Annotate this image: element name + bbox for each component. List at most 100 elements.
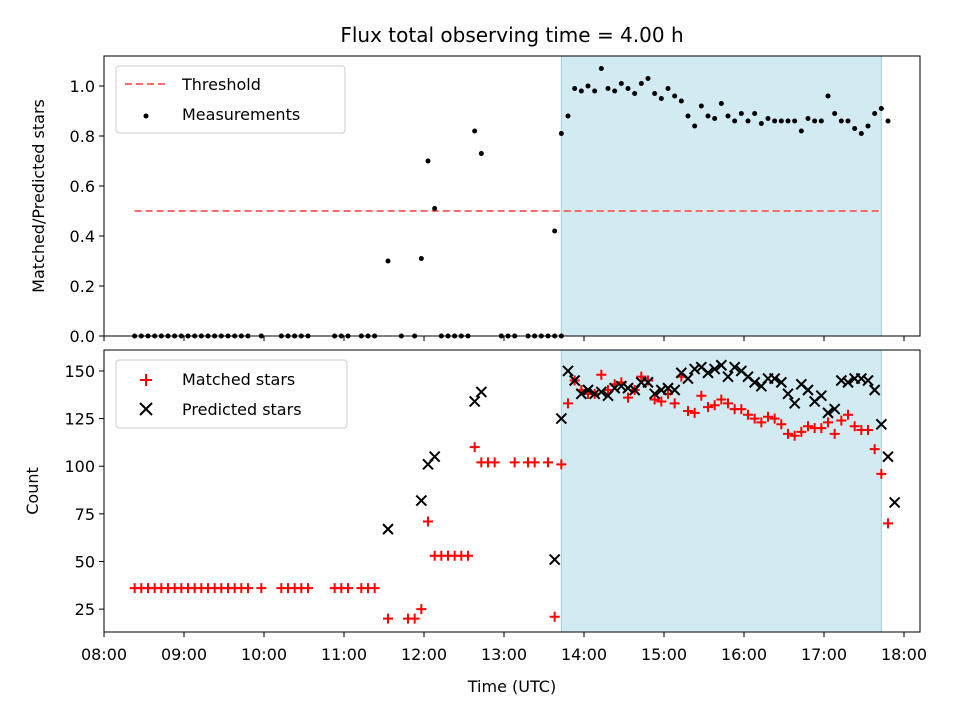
y-tick-label: 125 <box>64 410 95 429</box>
matched-stars-point <box>756 417 767 428</box>
legend-matched-swatch <box>140 374 152 386</box>
measurements-point <box>632 91 638 96</box>
predicted-stars-point <box>548 553 561 566</box>
measurements-point <box>832 111 838 116</box>
matched-stars-point <box>876 468 887 479</box>
matched-stars-point <box>883 518 893 529</box>
predicted-stars-point <box>682 372 694 385</box>
matched-stars-point <box>416 604 427 615</box>
matched-stars-point <box>623 392 633 403</box>
predicted-stars-point <box>888 496 901 509</box>
measurements-point <box>705 113 711 119</box>
matched-stars-point <box>796 426 807 437</box>
matched-stars-point <box>509 457 520 468</box>
measurements-point <box>472 128 478 134</box>
predicted-stars-point <box>428 450 441 463</box>
predicted-stars-point <box>828 403 841 415</box>
predicted-stars-point <box>648 388 661 400</box>
x-axis-label: Time (UTC) <box>467 677 556 696</box>
matched-stars-point <box>723 398 733 409</box>
predicted-stars-point <box>608 382 621 394</box>
predicted-stars-point <box>855 372 868 385</box>
y-tick-label: 0.2 <box>70 277 95 296</box>
legend-matched-label: Matched stars <box>182 370 295 389</box>
predicted-stars-point <box>708 363 721 375</box>
predicted-stars-point <box>842 376 854 389</box>
y-tick-label: 0.8 <box>70 127 95 146</box>
panel-ratio-x-ticks <box>103 336 905 341</box>
measurements-point <box>578 88 584 94</box>
predicted-stars-point <box>475 386 488 398</box>
panel-counts: 25 50 75 100 125 150 08:00 09:00 10:00 11:00 12:0… <box>23 349 927 664</box>
measurements-point <box>598 66 604 71</box>
measurements-point <box>552 228 558 234</box>
measurements-point <box>725 113 731 119</box>
measurements-point <box>658 96 664 101</box>
measurements-point <box>852 126 858 131</box>
predicted-stars-point <box>595 386 608 398</box>
measurements-point <box>765 116 771 121</box>
measurements-point <box>645 76 651 81</box>
panel-ratio-y-ticks: 0.0 0.2 0.4 0.6 0.8 1.0 <box>70 77 104 346</box>
legend-predicted-swatch <box>139 402 153 416</box>
measurements-point <box>612 88 618 94</box>
predicted-stars-point <box>862 374 874 387</box>
x-tick-label: 10:00 <box>241 645 287 664</box>
matched-stars-point <box>463 550 473 561</box>
measurements-point <box>432 206 438 211</box>
measurements-point <box>738 111 744 116</box>
measurements-point <box>845 118 851 124</box>
predicted-stars-point <box>782 388 794 400</box>
measurements-point <box>665 86 671 91</box>
x-tick-label: 15:00 <box>641 645 687 664</box>
measurements-point <box>572 86 578 91</box>
measurements-point <box>858 131 864 136</box>
matched-stars-point <box>816 423 827 434</box>
measurements-point <box>385 258 391 264</box>
x-tick-label: 16:00 <box>721 645 767 664</box>
matched-stars-point <box>383 613 393 624</box>
measurements-point <box>718 101 724 106</box>
matched-stars-point <box>543 457 553 468</box>
matched-stars-point <box>783 428 793 439</box>
y-tick-label: 25 <box>75 600 95 619</box>
predicted-stars-point <box>588 388 601 400</box>
y-tick-label: 75 <box>75 505 95 524</box>
matched-stars-point <box>369 583 380 594</box>
measurements-point <box>865 123 871 129</box>
measurements-point <box>678 98 684 104</box>
matched-stars-point <box>709 400 720 411</box>
measurements-point <box>685 113 691 119</box>
predicted-stars-point <box>662 382 674 394</box>
measurements-point <box>418 256 424 261</box>
measurements-point <box>745 118 751 124</box>
matched-stars-point <box>849 421 860 432</box>
panel-ratio: 0.0 0.2 0.4 0.6 0.8 1.0 Matched/Predicted sta… <box>29 55 921 346</box>
measurements-point <box>818 118 824 124</box>
legend-frame <box>115 359 348 429</box>
matched-stars-point <box>696 390 707 401</box>
matched-stars-point <box>743 409 753 420</box>
predicted-stars-point <box>575 388 588 400</box>
y-tick-label: 100 <box>64 457 95 476</box>
predicted-stars-point <box>382 523 394 535</box>
matched-stars-point <box>736 404 747 415</box>
x-tick-label: 08:00 <box>81 645 127 664</box>
panel-counts-marks <box>129 359 901 624</box>
measurements-point <box>425 158 431 164</box>
measurements-point <box>478 151 484 156</box>
matched-stars-point <box>303 583 313 594</box>
matched-stars-point <box>789 430 800 441</box>
measurements-point <box>585 83 591 89</box>
predicted-stars-point <box>788 397 801 410</box>
measurements-point <box>698 103 704 109</box>
matched-stars-point <box>749 413 760 424</box>
measurements-point <box>812 118 818 124</box>
legend-threshold-label: Threshold <box>181 75 261 94</box>
matched-stars-point <box>636 371 647 382</box>
matched-stars-point <box>243 583 253 594</box>
x-tick-label: 18:00 <box>881 645 927 664</box>
predicted-stars-point <box>775 376 788 389</box>
x-tick-label: 14:00 <box>561 645 607 664</box>
measurements-point <box>625 86 631 91</box>
